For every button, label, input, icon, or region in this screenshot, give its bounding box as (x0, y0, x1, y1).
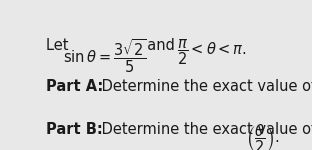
Text: $\dfrac{\pi}{2} < \theta < \pi.$: $\dfrac{\pi}{2} < \theta < \pi.$ (177, 38, 247, 67)
Text: Part B:: Part B: (46, 122, 103, 137)
Text: Determine the exact value of cos 2θ.: Determine the exact value of cos 2θ. (97, 79, 312, 94)
Text: Let: Let (46, 38, 78, 53)
Text: $\left(\dfrac{\theta}{2}\right).$: $\left(\dfrac{\theta}{2}\right).$ (246, 122, 279, 150)
Text: Part A:: Part A: (46, 79, 104, 94)
Text: $\sin\theta = \dfrac{3\sqrt{2}}{5}$: $\sin\theta = \dfrac{3\sqrt{2}}{5}$ (63, 38, 147, 75)
Text: and: and (138, 38, 184, 53)
Text: Determine the exact value of sin: Determine the exact value of sin (97, 122, 312, 137)
